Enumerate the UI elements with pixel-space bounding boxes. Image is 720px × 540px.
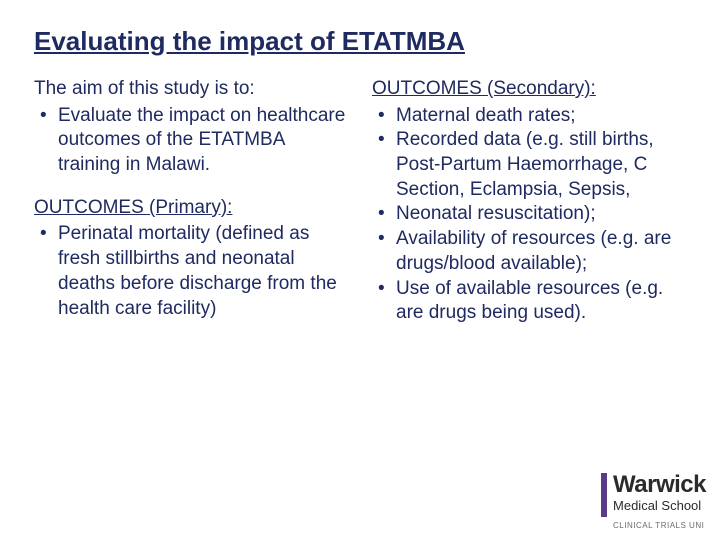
secondary-outcome-item: Recorded data (e.g. still births, Post-P…	[394, 128, 686, 202]
aim-intro: The aim of this study is to:	[34, 77, 348, 102]
logo-main: Warwick Medical School	[601, 473, 706, 517]
warwick-logo: Warwick Medical School CLINICAL TRIALS U…	[601, 473, 706, 530]
secondary-outcome-item: Neonatal resuscitation);	[394, 202, 686, 227]
aim-list: Evaluate the impact on healthcare outcom…	[34, 104, 348, 178]
slide: Evaluating the impact of ETATMBA The aim…	[0, 0, 720, 344]
logo-line1: Warwick	[613, 473, 706, 497]
aim-item: Evaluate the impact on healthcare outcom…	[56, 104, 348, 178]
left-column: The aim of this study is to: Evaluate th…	[34, 77, 348, 344]
logo-text: Warwick Medical School	[613, 473, 706, 512]
secondary-outcomes-list: Maternal death rates; Recorded data (e.g…	[372, 104, 686, 326]
secondary-outcomes-head: OUTCOMES (Secondary):	[372, 77, 686, 102]
content-columns: The aim of this study is to: Evaluate th…	[34, 77, 686, 344]
slide-title: Evaluating the impact of ETATMBA	[34, 26, 686, 57]
secondary-outcome-item: Maternal death rates;	[394, 104, 686, 129]
logo-subtext: CLINICAL TRIALS UNI	[613, 521, 706, 530]
primary-outcomes-list: Perinatal mortality (defined as fresh st…	[34, 222, 348, 321]
right-column: OUTCOMES (Secondary): Maternal death rat…	[372, 77, 686, 344]
primary-outcome-item: Perinatal mortality (defined as fresh st…	[56, 222, 348, 321]
primary-outcomes-head: OUTCOMES (Primary):	[34, 196, 348, 221]
secondary-outcome-item: Use of available resources (e.g. are dru…	[394, 277, 686, 326]
logo-bar-icon	[601, 473, 607, 517]
secondary-outcome-item: Availability of resources (e.g. are drug…	[394, 227, 686, 276]
logo-line2: Medical School	[613, 499, 706, 512]
